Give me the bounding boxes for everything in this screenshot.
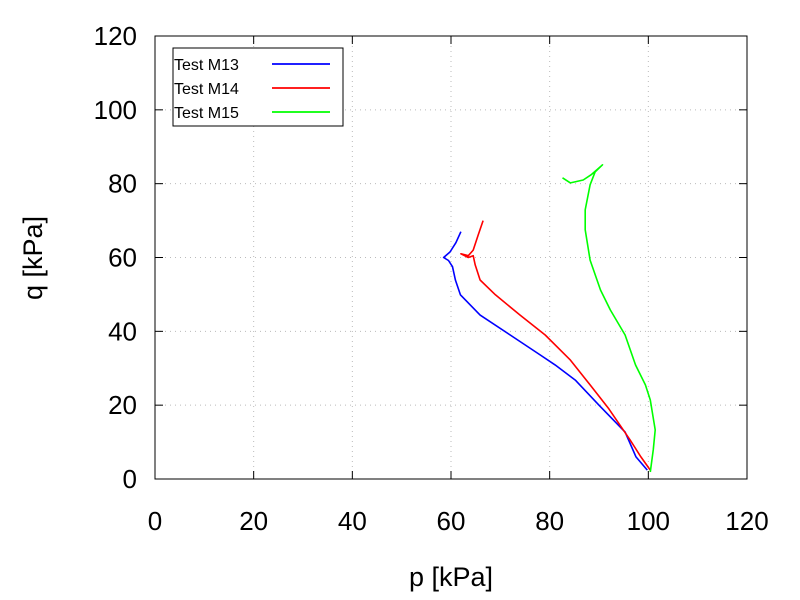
y-tick-label: 100 bbox=[94, 95, 137, 125]
legend-label: Test M15 bbox=[174, 105, 239, 122]
x-tick-label: 80 bbox=[535, 506, 564, 536]
y-tick-label: 60 bbox=[108, 243, 137, 273]
x-tick-label: 40 bbox=[338, 506, 367, 536]
x-tick-label: 120 bbox=[725, 506, 768, 536]
x-tick-label: 60 bbox=[437, 506, 466, 536]
legend-box bbox=[172, 47, 344, 127]
series-line-test-m15 bbox=[562, 164, 656, 473]
y-tick-label: 40 bbox=[108, 316, 137, 346]
y-tick-label: 0 bbox=[123, 464, 137, 494]
x-tick-label: 100 bbox=[627, 506, 670, 536]
legend: Test M13 Test M14 Test M15 bbox=[172, 47, 344, 127]
legend-label: Test M13 bbox=[174, 57, 239, 74]
grid bbox=[155, 36, 747, 479]
y-axis-label: q [kPa] bbox=[18, 216, 48, 300]
x-axis-label: p [kPa] bbox=[409, 562, 493, 592]
series-line-test-m13 bbox=[442, 231, 648, 471]
y-tick-label: 80 bbox=[108, 169, 137, 199]
legend-label: Test M14 bbox=[174, 81, 239, 98]
x-tick-label: 0 bbox=[148, 506, 162, 536]
y-tick-label: 20 bbox=[108, 390, 137, 420]
y-tick-label: 120 bbox=[94, 21, 137, 51]
series-line-test-m14 bbox=[460, 220, 651, 471]
ticks: 0 20 40 60 80 100 120 0 20 40 60 80 100 120 bbox=[94, 21, 769, 536]
x-tick-label: 20 bbox=[239, 506, 268, 536]
